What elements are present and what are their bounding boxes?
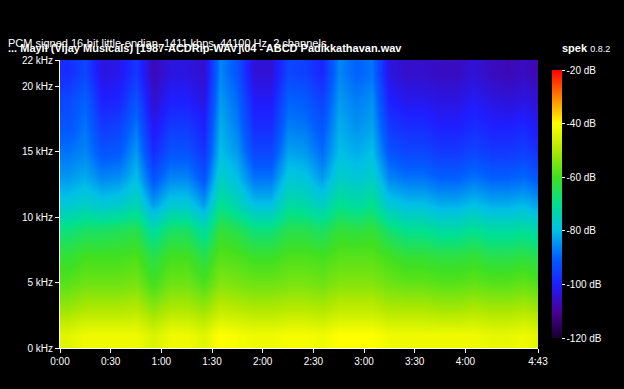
svg-text:-120 dB: -120 dB [567, 333, 602, 344]
svg-text:3:00: 3:00 [354, 356, 374, 367]
svg-text:10 kHz: 10 kHz [22, 212, 53, 223]
svg-text:2:00: 2:00 [253, 356, 273, 367]
svg-text:-80 dB: -80 dB [567, 225, 597, 236]
svg-text:PCM signed 16-bit little-endia: PCM signed 16-bit little-endian, 1411 kb… [8, 37, 327, 49]
svg-text:-20 dB: -20 dB [567, 65, 597, 76]
svg-text:5 kHz: 5 kHz [27, 277, 53, 288]
svg-text:-60 dB: -60 dB [567, 172, 597, 183]
svg-text:4:00: 4:00 [456, 356, 476, 367]
svg-text:4:43: 4:43 [528, 356, 548, 367]
svg-text:1:00: 1:00 [152, 356, 172, 367]
svg-text:20 kHz: 20 kHz [22, 81, 53, 92]
svg-text:-100 dB: -100 dB [567, 279, 602, 290]
svg-text:0:00: 0:00 [50, 356, 70, 367]
svg-text:... Mayil (Vijay Musicals) [19: ... Mayil (Vijay Musicals) [1987-ACDRip-… [8, 42, 402, 54]
svg-text:0:30: 0:30 [101, 356, 121, 367]
svg-text:2:30: 2:30 [304, 356, 324, 367]
svg-text:22 kHz: 22 kHz [22, 55, 53, 66]
svg-text:15 kHz: 15 kHz [22, 146, 53, 157]
svg-text:3:30: 3:30 [405, 356, 425, 367]
svg-text:spek 0.8.2: spek 0.8.2 [562, 42, 610, 54]
svg-text:1:30: 1:30 [202, 356, 222, 367]
svg-text:-40 dB: -40 dB [567, 118, 597, 129]
svg-text:0 kHz: 0 kHz [27, 343, 53, 354]
